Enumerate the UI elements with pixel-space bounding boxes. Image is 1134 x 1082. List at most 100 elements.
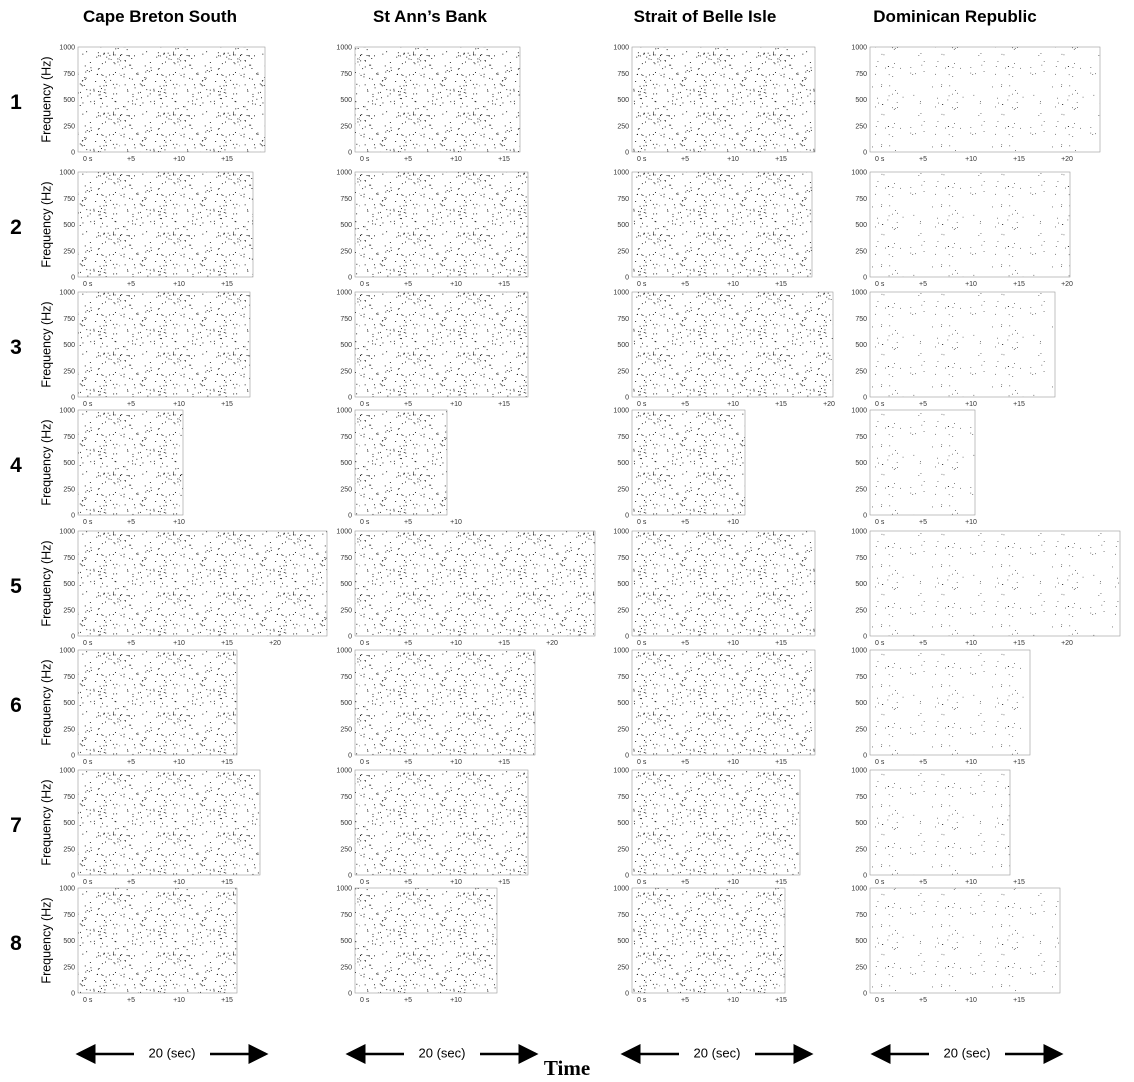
y-tick-label: 1000 — [613, 45, 629, 52]
spectrogram — [355, 47, 520, 152]
y-tick-label: 500 — [855, 342, 867, 349]
y-tick-label: 0 — [863, 873, 867, 880]
y-tick-label: 750 — [855, 196, 867, 203]
y-tick-label: 250 — [617, 248, 629, 255]
scale-label: 20 (sec) — [694, 1045, 741, 1060]
x-tick-label: +10 — [173, 879, 185, 886]
x-tick-label: +5 — [919, 640, 927, 647]
spectrogram — [78, 47, 265, 152]
x-tick-label: 0 s — [637, 401, 647, 408]
x-tick-label: +10 — [965, 281, 977, 288]
y-tick-label: 250 — [855, 607, 867, 614]
x-tick-label: 0 s — [360, 401, 370, 408]
y-tick-label: 750 — [617, 912, 629, 919]
y-tick-label: 500 — [63, 97, 75, 104]
y-tick-label: 1000 — [59, 408, 75, 415]
y-tick-label: 1000 — [59, 529, 75, 536]
y-tick-label: 750 — [340, 316, 352, 323]
y-tick-label: 500 — [340, 938, 352, 945]
y-tick-label: 0 — [863, 634, 867, 641]
y-tick-label: 750 — [617, 555, 629, 562]
spectrogram — [78, 888, 237, 993]
y-tick-label: 1000 — [336, 768, 352, 775]
x-tick-label: 0 s — [875, 519, 885, 526]
y-tick-label: 750 — [855, 316, 867, 323]
y-tick-label: 1000 — [336, 648, 352, 655]
x-tick-label: +15 — [775, 156, 787, 163]
y-tick-label: 0 — [348, 753, 352, 760]
column-title: Strait of Belle Isle — [634, 7, 777, 26]
y-tick-label: 500 — [340, 222, 352, 229]
spectrogram — [870, 770, 1010, 875]
column-title: St Ann’s Bank — [373, 7, 488, 26]
x-tick-label: +5 — [919, 156, 927, 163]
spectrogram — [78, 770, 260, 875]
y-tick-label: 0 — [863, 395, 867, 402]
y-axis-label: Frequency (Hz) — [39, 181, 53, 267]
spectrogram — [78, 410, 183, 515]
y-tick-label: 250 — [855, 368, 867, 375]
x-tick-label: 0 s — [360, 997, 370, 1004]
y-tick-label: 750 — [63, 674, 75, 681]
x-tick-label: +10 — [450, 401, 462, 408]
spectrogram — [355, 292, 528, 397]
x-tick-label: 0 s — [360, 156, 370, 163]
y-tick-label: 750 — [617, 794, 629, 801]
y-tick-label: 0 — [71, 634, 75, 641]
y-tick-label: 250 — [617, 123, 629, 130]
x-tick-label: +15 — [775, 879, 787, 886]
y-tick-label: 750 — [63, 794, 75, 801]
y-tick-label: 250 — [340, 486, 352, 493]
x-tick-label: +10 — [173, 640, 185, 647]
y-axis-label: Frequency (Hz) — [39, 301, 53, 387]
x-tick-label: +5 — [127, 879, 135, 886]
x-tick-label: 0 s — [875, 759, 885, 766]
x-tick-label: +5 — [404, 879, 412, 886]
y-tick-label: 1000 — [613, 768, 629, 775]
row-number: 1 — [10, 91, 22, 114]
x-tick-label: 0 s — [83, 640, 93, 647]
x-tick-label: 0 s — [360, 640, 370, 647]
x-tick-label: +15 — [221, 401, 233, 408]
spectrogram — [78, 531, 327, 636]
x-tick-label: +15 — [498, 759, 510, 766]
x-tick-label: 0 s — [360, 281, 370, 288]
x-tick-label: +5 — [404, 156, 412, 163]
y-tick-label: 500 — [340, 460, 352, 467]
x-tick-label: +20 — [269, 640, 281, 647]
y-tick-label: 750 — [63, 71, 75, 78]
spectrogram — [78, 172, 253, 277]
x-tick-label: +10 — [965, 401, 977, 408]
y-tick-label: 250 — [617, 368, 629, 375]
y-tick-label: 750 — [63, 912, 75, 919]
x-tick-label: +20 — [546, 640, 558, 647]
x-tick-label: +5 — [127, 997, 135, 1004]
y-tick-label: 500 — [63, 460, 75, 467]
y-tick-label: 500 — [617, 581, 629, 588]
y-tick-label: 0 — [625, 275, 629, 282]
y-tick-label: 0 — [71, 873, 75, 880]
x-tick-label: +10 — [727, 156, 739, 163]
column-title: Cape Breton South — [83, 7, 237, 26]
x-tick-label: +5 — [919, 401, 927, 408]
y-tick-label: 250 — [63, 607, 75, 614]
y-tick-label: 1000 — [851, 768, 867, 775]
x-tick-label: +10 — [965, 879, 977, 886]
spectrogram — [870, 531, 1120, 636]
y-tick-label: 1000 — [336, 408, 352, 415]
spectrogram — [355, 888, 497, 993]
y-tick-label: 500 — [340, 820, 352, 827]
x-tick-label: +10 — [727, 401, 739, 408]
x-tick-label: +5 — [919, 997, 927, 1004]
y-tick-label: 0 — [625, 634, 629, 641]
x-tick-label: 0 s — [637, 640, 647, 647]
spectrogram — [632, 650, 815, 755]
y-tick-label: 1000 — [59, 886, 75, 893]
x-tick-label: +15 — [498, 640, 510, 647]
x-tick-label: +5 — [919, 759, 927, 766]
x-tick-label: 0 s — [875, 401, 885, 408]
x-tick-label: +5 — [681, 759, 689, 766]
y-tick-label: 500 — [617, 460, 629, 467]
x-tick-label: +5 — [127, 401, 135, 408]
y-tick-label: 0 — [71, 991, 75, 998]
